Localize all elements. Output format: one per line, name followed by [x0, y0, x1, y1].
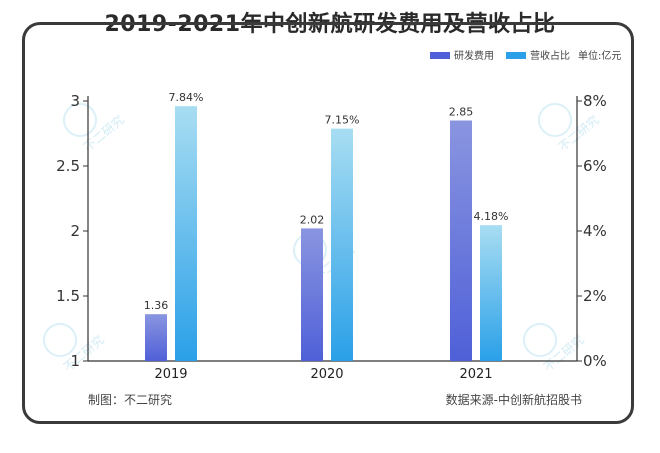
left-axis-tick-label: 2.5	[56, 157, 80, 175]
bar-rd-2021	[450, 120, 472, 361]
x-axis-label-2020: 2020	[310, 367, 343, 382]
legend-swatch-ratio	[506, 52, 526, 59]
legend-swatch-rd	[430, 52, 450, 59]
bar-rd-2020	[301, 228, 323, 361]
bar-ratio-2019	[175, 106, 197, 361]
x-axis-label-2019: 2019	[154, 367, 187, 382]
source-text: 数据来源-中创新航招股书	[445, 393, 582, 407]
data-label-rd-2020: 2.02	[300, 213, 325, 226]
watermark: 不二研究	[538, 103, 602, 154]
right-axis-tick-label: 8%	[583, 92, 607, 110]
watermark: 不二研究	[63, 103, 127, 154]
data-label-rd-2019: 1.36	[144, 299, 169, 312]
data-label-ratio-2021: 4.18%	[474, 210, 509, 223]
left-axis-tick-label: 1	[70, 352, 80, 370]
data-label-ratio-2019: 7.84%	[169, 91, 204, 104]
svg-text:不二研究: 不二研究	[60, 332, 106, 374]
chart-frame	[22, 22, 634, 424]
left-axis-tick-label: 2	[70, 222, 80, 240]
svg-text:不二研究: 不二研究	[555, 112, 601, 154]
data-label-ratio-2020: 7.15%	[325, 114, 360, 127]
credit-text: 制图：不二研究	[88, 393, 173, 407]
svg-text:不二研究: 不二研究	[80, 112, 126, 154]
right-axis-tick-label: 4%	[583, 222, 607, 240]
svg-text:不二研究: 不二研究	[540, 332, 586, 374]
left-axis-tick-label: 1.5	[56, 287, 80, 305]
right-axis-tick-label: 2%	[583, 287, 607, 305]
x-axis-label-2021: 2021	[459, 367, 492, 382]
unit-label: 单位:亿元	[578, 49, 621, 62]
data-label-rd-2021: 2.85	[449, 106, 474, 119]
bar-ratio-2021	[480, 225, 502, 361]
legend-label-rd: 研发费用	[454, 49, 494, 62]
bar-ratio-2020	[331, 128, 353, 361]
right-axis-tick-label: 6%	[583, 157, 607, 175]
left-axis-tick-label: 3	[70, 92, 80, 110]
right-axis-tick-label: 0%	[583, 352, 607, 370]
bar-rd-2019	[145, 314, 167, 361]
legend-label-ratio: 营收占比	[530, 49, 570, 62]
